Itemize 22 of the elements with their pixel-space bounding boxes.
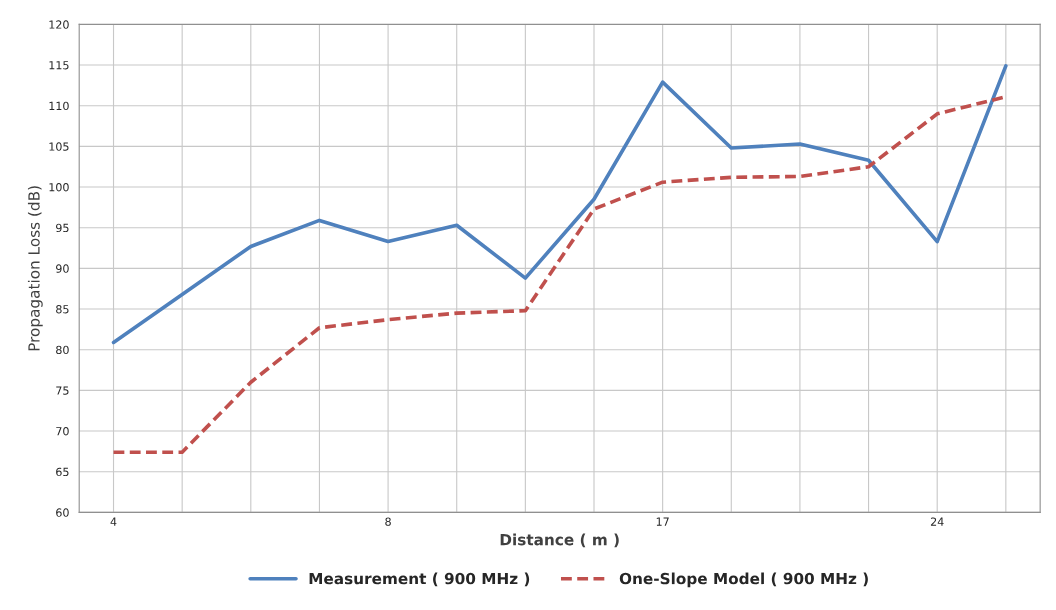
legend-label: One-Slope Model ( 900 MHz )	[619, 572, 868, 588]
y-tick-label: 105	[49, 142, 69, 151]
y-tick-label: 110	[49, 101, 69, 111]
x-tick-label: 4	[110, 517, 117, 526]
line-series	[111, 64, 1008, 345]
y-tick-label: 95	[56, 223, 69, 233]
y-axis-title: Propagation Loss (dB)	[27, 186, 43, 351]
y-tick-label: 70	[56, 427, 69, 436]
y-tick-label: 80	[56, 345, 69, 355]
x-axis-title: Distance ( m )	[500, 533, 619, 548]
y-tick-label: 100	[49, 183, 69, 192]
x-tick-label: 8	[385, 517, 391, 526]
x-tick-label: 17	[656, 517, 669, 526]
y-tick-label: 115	[49, 61, 69, 70]
x-tick-label: 24	[930, 517, 944, 526]
y-tick-label: 90	[56, 264, 69, 273]
y-tick-label: 85	[56, 305, 69, 314]
y-tick-label: 75	[56, 386, 69, 395]
legend-label: Measurement ( 900 MHz )	[309, 572, 530, 587]
y-tick-label: 60	[56, 508, 69, 517]
y-tick-label: 120	[49, 20, 69, 29]
y-tick-label: 65	[56, 467, 69, 477]
